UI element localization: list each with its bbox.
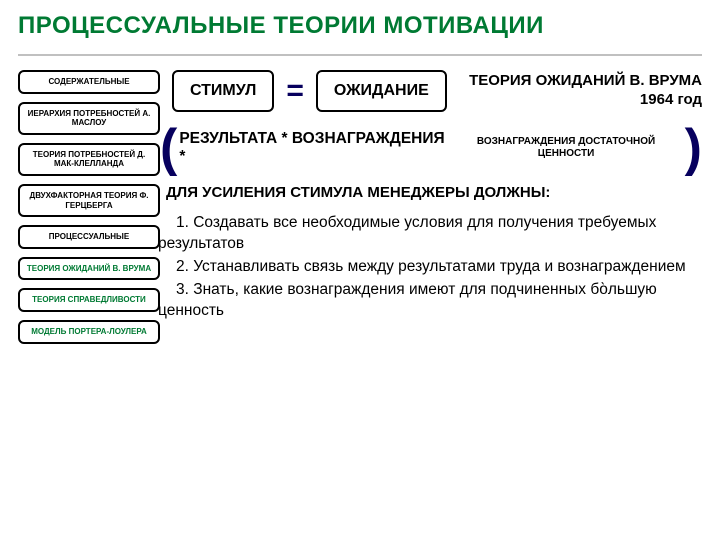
sidebar-item-7: МОДЕЛЬ ПОРТЕРА-ЛОУЛЕРА [18, 320, 160, 344]
equation-row: СТИМУЛ = ОЖИДАНИЕ ТЕОРИЯ ОЖИДАНИЙ В. ВРУ… [172, 70, 702, 112]
paren-open: ( [160, 130, 177, 166]
formula-main: РЕЗУЛЬТАТА * ВОЗНАГРАЖДЕНИЯ * [177, 130, 447, 166]
sidebar-item-4: ПРОЦЕССУАЛЬНЫЕ [18, 225, 160, 249]
sidebar-item-6: ТЕОРИЯ СПРАВЕДЛИВОСТИ [18, 288, 160, 312]
formula-row: ( РЕЗУЛЬТАТА * ВОЗНАГРАЖДЕНИЯ * ВОЗНАГРА… [160, 130, 702, 166]
main-content: СТИМУЛ = ОЖИДАНИЕ ТЕОРИЯ ОЖИДАНИЙ В. ВРУ… [172, 70, 702, 344]
theory-title: ТЕОРИЯ ОЖИДАНИЙ В. ВРУМА 1964 год [459, 72, 702, 110]
formula-small: ВОЗНАГРАЖДЕНИЯ ДОСТАТОЧНОЙ ЦЕННОСТИ [447, 136, 684, 160]
point-2: 2. Устанавливать связь между результатам… [158, 257, 702, 278]
sidebar-item-2: ТЕОРИЯ ПОТРЕБНОСТЕЙ Д. МАК-КЛЕЛЛАНДА [18, 143, 160, 176]
point-3: 3. Знать, какие вознаграждения имеют для… [158, 280, 702, 322]
layout: СОДЕРЖАТЕЛЬНЫЕ ИЕРАРХИЯ ПОТРЕБНОСТЕЙ А. … [18, 70, 702, 344]
sidebar: СОДЕРЖАТЕЛЬНЫЕ ИЕРАРХИЯ ПОТРЕБНОСТЕЙ А. … [18, 70, 160, 344]
equals-sign: = [286, 74, 304, 108]
title-underline [18, 54, 702, 56]
page-title: ПРОЦЕССУАЛЬНЫЕ ТЕОРИИ МОТИВАЦИИ [18, 12, 702, 40]
slide: ПРОЦЕССУАЛЬНЫЕ ТЕОРИИ МОТИВАЦИИ СОДЕРЖАТ… [0, 0, 720, 540]
box-expectation: ОЖИДАНИЕ [316, 70, 447, 112]
box-stimulus: СТИМУЛ [172, 70, 274, 112]
subheading: ДЛЯ УСИЛЕНИЯ СТИМУЛА МЕНЕДЖЕРЫ ДОЛЖНЫ: [166, 184, 702, 201]
sidebar-item-5: ТЕОРИЯ ОЖИДАНИЙ В. ВРУМА [18, 257, 160, 281]
sidebar-item-3: ДВУХФАКТОРНАЯ ТЕОРИЯ Ф. ГЕРЦБЕРГА [18, 184, 160, 217]
sidebar-item-0: СОДЕРЖАТЕЛЬНЫЕ [18, 70, 160, 94]
point-1: 1. Создавать все необходимые условия для… [158, 213, 702, 255]
paren-close: ) [685, 130, 702, 166]
body-text: 1. Создавать все необходимые условия для… [158, 213, 702, 322]
sidebar-item-1: ИЕРАРХИЯ ПОТРЕБНОСТЕЙ А. МАСЛОУ [18, 102, 160, 135]
